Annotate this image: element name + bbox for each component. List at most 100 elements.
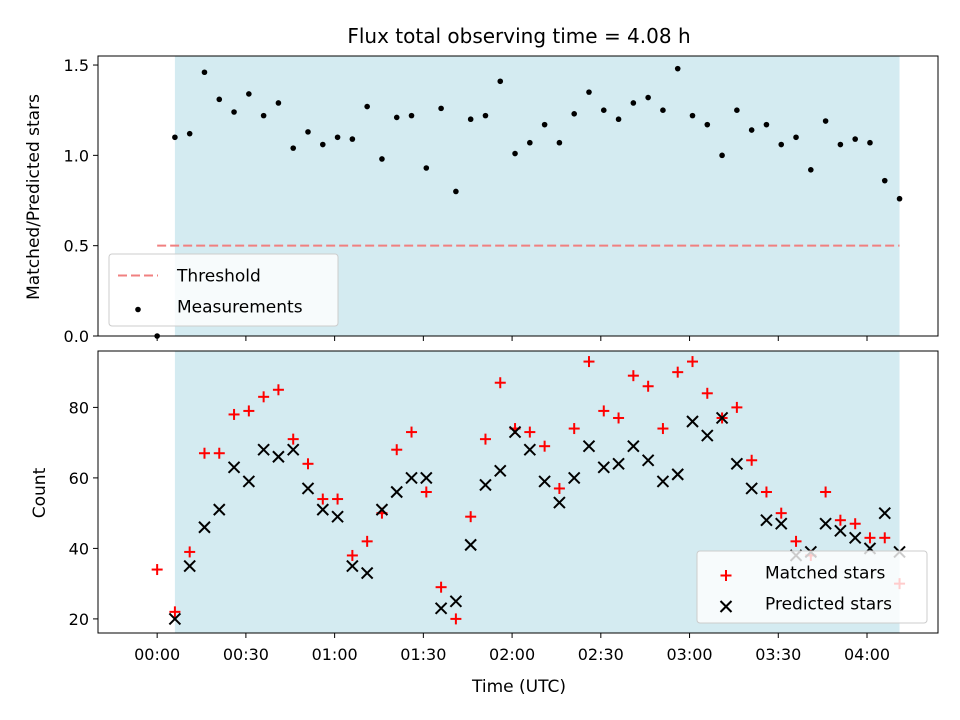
bottom-y-tick-label-2: 60 [69, 469, 89, 488]
top-series-0-point-46 [837, 141, 844, 148]
bottom-series-1-point-29 [597, 461, 610, 474]
bottom-series-0-point-14 [361, 535, 373, 547]
bottom-series-0-point-41 [760, 486, 772, 498]
top-series-0-point-48 [867, 139, 873, 146]
top-series-0-point-27 [556, 139, 563, 146]
bottom-series-1-point-14 [375, 503, 389, 516]
bottom-series-0-point-39 [731, 401, 743, 413]
bottom-series-1-point-41 [775, 517, 788, 530]
bottom-series-1-point-6 [257, 443, 270, 456]
top-y-axis-label: Matched/Predicted stars [24, 94, 44, 300]
bottom-series-1-point-30 [612, 457, 625, 471]
top-legend-label-1: Measurements [177, 298, 303, 318]
top-series-0-point-6 [246, 91, 252, 97]
plot-layer: 0.0 0.5 1.0 1.5 Threshold Measurements 20 40 60 8… [64, 55, 939, 664]
bottom-series-0-point-2 [184, 546, 196, 558]
top-series-0-point-41 [763, 121, 770, 128]
top-series-0-point-50 [896, 195, 903, 202]
top-series-0-point-40 [748, 127, 755, 133]
bottom-series-1-point-16 [405, 471, 418, 485]
bottom-series-1-point-26 [553, 496, 566, 509]
bottom-series-0-point-6 [243, 405, 255, 417]
bottom-axes-frame [97, 350, 939, 634]
bottom-series-0-point-5 [228, 408, 240, 420]
bottom-series-0-point-12 [332, 493, 344, 505]
bottom-series-0-point-7 [258, 391, 270, 403]
bottom-series-1-point-46 [848, 531, 862, 545]
bottom-series-0-point-13 [346, 549, 358, 561]
top-series-0-point-47 [852, 136, 858, 142]
top-series-0-point-16 [393, 114, 400, 121]
top-series-0-point-38 [719, 152, 725, 159]
bottom-series-0-point-18 [420, 486, 432, 498]
bottom-series-0-point-26 [539, 440, 551, 452]
bottom-series-0-point-33 [642, 380, 654, 392]
bottom-series-0-point-47 [849, 518, 861, 530]
bottom-series-1-point-1 [183, 559, 196, 573]
top-series-0-point-11 [319, 141, 326, 148]
bottom-series-1-point-27 [567, 471, 581, 485]
bottom-series-0-point-17 [406, 426, 418, 438]
bottom-legend-box [696, 550, 928, 624]
bottom-series-1-point-2 [198, 521, 211, 534]
bottom-series-1-point-7 [272, 450, 285, 463]
top-series-0-point-28 [571, 111, 577, 117]
top-y-tick-label-3: 1.5 [64, 56, 89, 75]
top-series-0-point-42 [778, 141, 785, 148]
bottom-y-tick-label-3: 80 [69, 398, 89, 417]
top-series-0-point-44 [808, 167, 814, 173]
top-series-0-point-20 [453, 188, 459, 195]
bottom-series-0-point-19 [435, 581, 447, 593]
top-series-0-point-15 [379, 156, 385, 162]
bottom-series-0-point-25 [524, 426, 536, 438]
bottom-legend-label-1: Predicted stars [765, 595, 892, 615]
top-series-0-point-25 [527, 139, 533, 146]
top-series-0-point-14 [364, 103, 370, 110]
top-series-0-point-12 [334, 134, 341, 141]
bottom-series-1-point-32 [641, 454, 655, 467]
top-y-tick-label-0: 0.0 [64, 327, 89, 346]
bottom-series-0-point-37 [701, 387, 713, 399]
bottom-series-1-point-39 [745, 482, 758, 495]
bottom-series-1-point-22 [494, 464, 507, 478]
top-series-0-point-45 [822, 118, 829, 124]
bottom-series-1-point-44 [819, 517, 832, 530]
bottom-series-1-point-31 [627, 439, 640, 453]
top-y-tick-label-2: 1.0 [64, 146, 89, 165]
bottom-series-1-point-25 [538, 475, 551, 488]
bottom-series-0-point-40 [746, 454, 758, 466]
bottom-legend: Matched stars Predicted stars [696, 550, 928, 624]
x-tick-label-4: 02:00 [489, 645, 535, 664]
bottom-series-0-point-45 [820, 486, 832, 498]
bottom-series-1-point-15 [390, 485, 403, 499]
bottom-series-1-point-4 [227, 461, 241, 474]
x-tick-label-1: 00:30 [223, 645, 269, 664]
x-tick-label-6: 03:00 [666, 645, 712, 664]
top-series-0-point-9 [290, 145, 297, 151]
bottom-series-0-point-8 [272, 384, 284, 396]
bottom-series-0-point-22 [479, 433, 491, 445]
top-series-0-point-10 [305, 129, 311, 135]
top-series-0-point-31 [615, 116, 622, 123]
bottom-series-0-point-4 [213, 447, 225, 459]
bottom-series-1-point-38 [730, 457, 744, 471]
bottom-legend-marker-0 [720, 570, 732, 581]
bottom-series-0-point-10 [302, 458, 314, 470]
bottom-series-1-point-37 [715, 411, 729, 425]
bottom-series-1-point-17 [420, 471, 433, 485]
bottom-y-tick-label-1: 40 [69, 539, 89, 558]
top-series-0-point-29 [586, 89, 592, 95]
bottom-series-0-point-27 [553, 482, 565, 494]
bottom-series-1-point-23 [508, 425, 522, 439]
bottom-series-0-point-23 [494, 377, 506, 389]
bottom-series-0-point-46 [834, 514, 846, 526]
bottom-series-1-point-10 [316, 503, 329, 516]
bottom-series-0-point-32 [627, 370, 639, 382]
bottom-series-0-point-21 [465, 511, 477, 523]
top-series-0-point-17 [408, 112, 415, 119]
top-series-0-point-30 [600, 107, 607, 113]
top-series-0-point-22 [482, 112, 489, 119]
top-series-0-point-5 [231, 109, 237, 115]
bottom-series-1-point-11 [331, 510, 344, 523]
bottom-series-0-point-34 [657, 423, 669, 435]
